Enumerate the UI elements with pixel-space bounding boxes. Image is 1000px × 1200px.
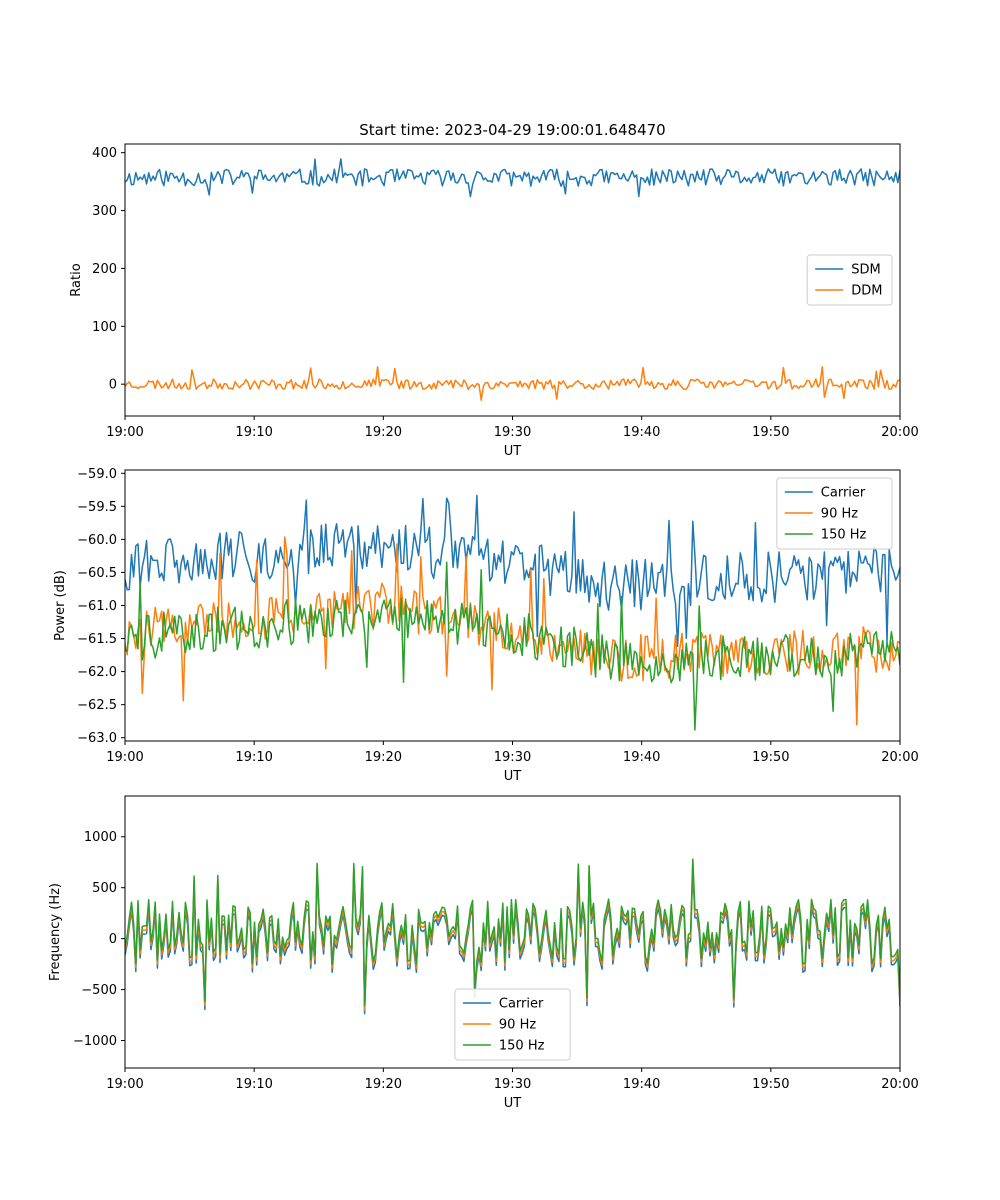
x-tick-label: 19:20 bbox=[365, 425, 402, 440]
y-axis-label: Ratio bbox=[69, 263, 84, 296]
x-tick-label: 19:40 bbox=[623, 425, 660, 440]
legend-frame bbox=[776, 477, 893, 550]
y-tick-label: 100 bbox=[92, 320, 117, 335]
legend: SDM DDM bbox=[806, 254, 893, 306]
y-tick-label: −62.5 bbox=[77, 698, 117, 713]
y-tick-label: −60.0 bbox=[77, 533, 117, 548]
series-line-ddm bbox=[125, 366, 900, 401]
x-axis-label: UT bbox=[504, 1096, 522, 1111]
x-tick-label: 19:10 bbox=[235, 750, 272, 765]
legend-item: Carrier bbox=[784, 486, 866, 501]
y-tick-label: −500 bbox=[81, 983, 117, 998]
x-tick-label: 19:00 bbox=[106, 750, 143, 765]
plot-area bbox=[125, 494, 900, 731]
legend-frame bbox=[454, 988, 571, 1061]
x-axis-label: UT bbox=[504, 769, 522, 784]
x-tick-label: 19:50 bbox=[752, 750, 789, 765]
legend-label: 90 Hz bbox=[499, 1018, 536, 1033]
x-tick-label: 19:00 bbox=[106, 1077, 143, 1092]
legend: Carrier 90 Hz 150 Hz bbox=[454, 988, 571, 1061]
series-line-150-hz bbox=[125, 858, 900, 1007]
legend-item: 150 Hz bbox=[462, 1039, 545, 1054]
legend-item: Carrier bbox=[462, 997, 544, 1012]
legend-label: SDM bbox=[851, 263, 880, 278]
y-tick-label: −59.0 bbox=[77, 467, 117, 482]
x-tick-label: 19:10 bbox=[235, 1077, 272, 1092]
x-tick-label: 19:20 bbox=[365, 750, 402, 765]
y-tick-label: −60.5 bbox=[77, 566, 117, 581]
y-tick-label: 300 bbox=[92, 204, 117, 219]
x-tick-label: 19:30 bbox=[494, 425, 531, 440]
y-tick-label: −61.0 bbox=[77, 599, 117, 614]
x-tick-label: 19:50 bbox=[752, 1077, 789, 1092]
legend-label: Carrier bbox=[821, 486, 866, 501]
series-line-150-hz bbox=[125, 561, 900, 731]
legend-item: 90 Hz bbox=[462, 1018, 536, 1033]
legend-label: 150 Hz bbox=[821, 528, 867, 543]
chart-title: Start time: 2023-04-29 19:00:01.648470 bbox=[359, 121, 665, 139]
x-tick-label: 19:10 bbox=[235, 425, 272, 440]
series-line-90-hz bbox=[125, 536, 900, 726]
y-tick-label: −62.0 bbox=[77, 665, 117, 680]
plot-area bbox=[125, 858, 900, 1015]
legend-label: Carrier bbox=[499, 997, 544, 1012]
y-axis-label: Frequency (Hz) bbox=[48, 883, 63, 981]
chart-panel-2: 19:00 19:10 19:20 19:30 19:40 19:50 20:00 −59.0… bbox=[53, 467, 919, 784]
x-tick-label: 19:50 bbox=[752, 425, 789, 440]
y-tick-label: −59.5 bbox=[77, 500, 117, 515]
y-tick-label: 0 bbox=[109, 378, 117, 393]
y-tick-label: 200 bbox=[92, 262, 117, 277]
y-tick-label: 400 bbox=[92, 146, 117, 161]
x-tick-label: 19:20 bbox=[365, 1077, 402, 1092]
legend-item: SDM bbox=[815, 263, 881, 278]
x-tick-label: 19:40 bbox=[623, 1077, 660, 1092]
y-tick-label: −61.5 bbox=[77, 632, 117, 647]
legend-frame bbox=[806, 254, 893, 306]
y-tick-label: 1000 bbox=[84, 830, 117, 845]
series-line-sdm bbox=[125, 158, 900, 198]
series-line-carrier bbox=[125, 494, 900, 648]
x-tick-label: 19:30 bbox=[494, 1077, 531, 1092]
x-tick-label: 19:00 bbox=[106, 425, 143, 440]
x-tick-label: 19:30 bbox=[494, 750, 531, 765]
plot-area bbox=[125, 158, 900, 401]
legend-item: 150 Hz bbox=[784, 528, 867, 543]
chart-panel-3: 19:00 19:10 19:20 19:30 19:40 19:50 20:00 1000 5… bbox=[48, 795, 919, 1111]
x-tick-label: 20:00 bbox=[881, 750, 918, 765]
y-tick-label: −1000 bbox=[73, 1034, 117, 1049]
chart-panel-1: 19:00 19:10 19:20 19:30 19:40 19:50 20:00 0 100 2… bbox=[69, 121, 919, 459]
y-tick-label: −63.0 bbox=[77, 731, 117, 746]
legend-label: DDM bbox=[851, 284, 882, 299]
legend-item: 90 Hz bbox=[784, 507, 858, 522]
x-tick-label: 19:40 bbox=[623, 750, 660, 765]
y-axis-label: Power (dB) bbox=[53, 570, 68, 641]
legend-label: 150 Hz bbox=[499, 1039, 545, 1054]
y-tick-label: 500 bbox=[92, 881, 117, 896]
x-tick-label: 20:00 bbox=[881, 1077, 918, 1092]
legend: Carrier 90 Hz 150 Hz bbox=[776, 477, 893, 550]
y-tick-label: 0 bbox=[109, 932, 117, 947]
x-axis-label: UT bbox=[504, 444, 522, 459]
x-tick-label: 20:00 bbox=[881, 425, 918, 440]
legend-item: DDM bbox=[815, 284, 882, 299]
legend-label: 90 Hz bbox=[821, 507, 858, 522]
